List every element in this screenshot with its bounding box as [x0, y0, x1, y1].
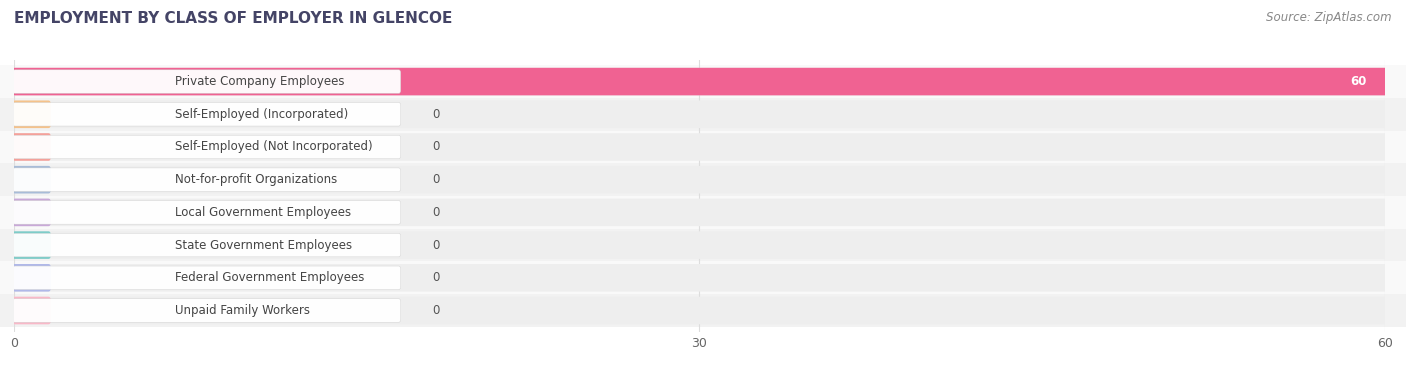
FancyBboxPatch shape: [11, 199, 1388, 226]
Bar: [0, 163, 1406, 196]
Text: 0: 0: [432, 141, 440, 153]
FancyBboxPatch shape: [11, 231, 1388, 259]
FancyBboxPatch shape: [11, 68, 1388, 95]
Text: 0: 0: [432, 304, 440, 317]
FancyBboxPatch shape: [13, 299, 401, 322]
FancyBboxPatch shape: [11, 101, 1388, 128]
FancyBboxPatch shape: [13, 70, 401, 93]
Text: 0: 0: [432, 239, 440, 251]
FancyBboxPatch shape: [11, 231, 51, 259]
Text: State Government Employees: State Government Employees: [176, 239, 353, 251]
FancyBboxPatch shape: [11, 166, 51, 193]
Text: 60: 60: [1350, 75, 1367, 88]
FancyBboxPatch shape: [13, 201, 401, 224]
FancyBboxPatch shape: [13, 135, 401, 159]
Bar: [0, 261, 1406, 294]
Text: Local Government Employees: Local Government Employees: [176, 206, 352, 219]
FancyBboxPatch shape: [11, 297, 51, 324]
FancyBboxPatch shape: [13, 168, 401, 192]
Text: Private Company Employees: Private Company Employees: [176, 75, 344, 88]
FancyBboxPatch shape: [13, 266, 401, 290]
Bar: [0, 131, 1406, 163]
FancyBboxPatch shape: [11, 101, 51, 128]
FancyBboxPatch shape: [11, 133, 1388, 161]
FancyBboxPatch shape: [11, 297, 1388, 324]
FancyBboxPatch shape: [11, 199, 51, 226]
Text: Self-Employed (Incorporated): Self-Employed (Incorporated): [176, 108, 349, 121]
Text: Self-Employed (Not Incorporated): Self-Employed (Not Incorporated): [176, 141, 373, 153]
FancyBboxPatch shape: [13, 103, 401, 126]
Bar: [0, 98, 1406, 131]
Bar: [0, 65, 1406, 98]
FancyBboxPatch shape: [11, 68, 1388, 95]
FancyBboxPatch shape: [11, 133, 51, 161]
Text: 0: 0: [432, 206, 440, 219]
Text: Federal Government Employees: Federal Government Employees: [176, 271, 364, 284]
Text: Not-for-profit Organizations: Not-for-profit Organizations: [176, 173, 337, 186]
FancyBboxPatch shape: [11, 264, 1388, 291]
Text: EMPLOYMENT BY CLASS OF EMPLOYER IN GLENCOE: EMPLOYMENT BY CLASS OF EMPLOYER IN GLENC…: [14, 11, 453, 26]
FancyBboxPatch shape: [11, 166, 1388, 193]
Text: 0: 0: [432, 173, 440, 186]
Bar: [0, 294, 1406, 327]
Text: 0: 0: [432, 108, 440, 121]
FancyBboxPatch shape: [13, 233, 401, 257]
Bar: [0, 196, 1406, 229]
FancyBboxPatch shape: [11, 264, 51, 291]
Bar: [0, 229, 1406, 261]
Text: 0: 0: [432, 271, 440, 284]
Text: Unpaid Family Workers: Unpaid Family Workers: [176, 304, 311, 317]
Text: Source: ZipAtlas.com: Source: ZipAtlas.com: [1267, 11, 1392, 24]
